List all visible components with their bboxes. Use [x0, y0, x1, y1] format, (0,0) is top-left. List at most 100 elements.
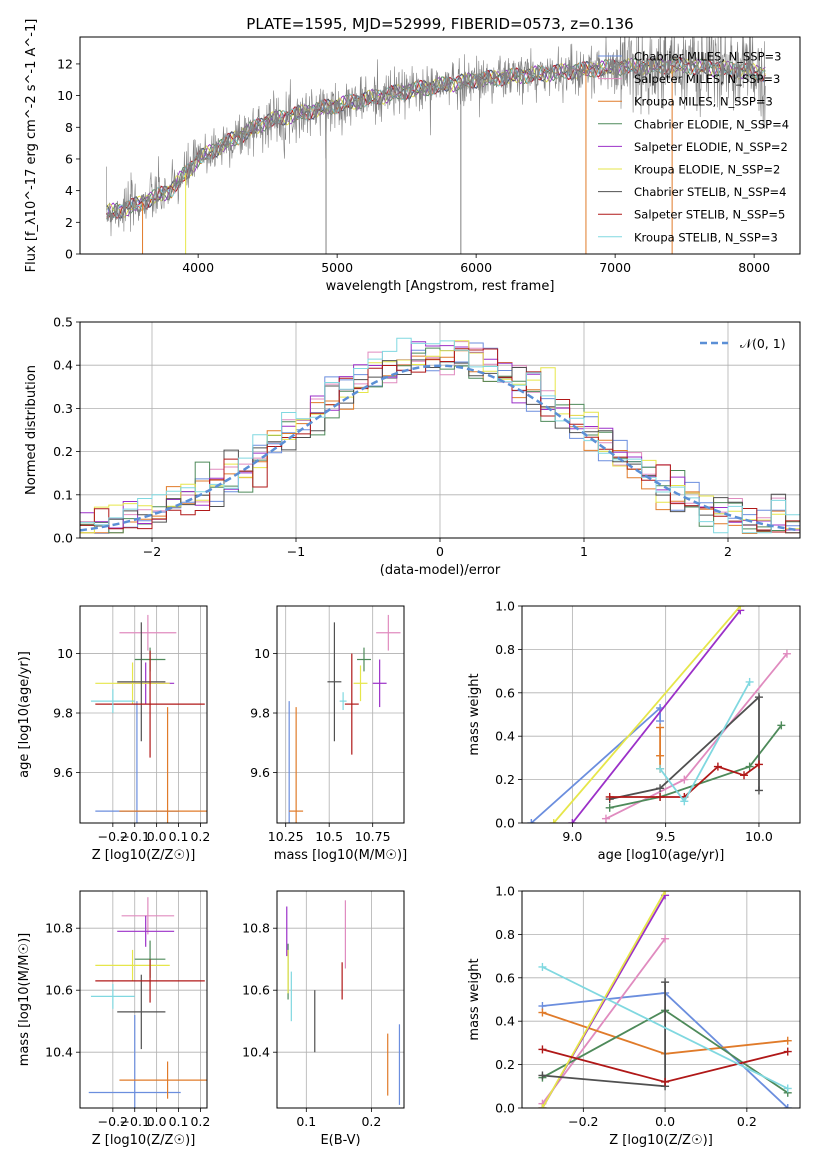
y-tick-label: 12: [57, 56, 73, 71]
x-tick-label: 9.5: [656, 829, 676, 844]
plot-area-age-Z: [90, 614, 207, 823]
y-tick-label: 9.6: [53, 765, 73, 780]
y-tick-label: 0.2: [495, 1057, 515, 1072]
y-tick-label: 0: [65, 247, 73, 262]
x-axis-label: age [log10(age/yr)]: [598, 848, 725, 863]
y-tick-label: 0.2: [53, 444, 73, 459]
y-tick-label: 1.0: [495, 884, 515, 899]
y-tick-label: 9.8: [53, 706, 73, 721]
x-tick-label: 0.1: [169, 829, 189, 844]
y-tick-label: 0.4: [495, 729, 515, 744]
plot-area-weight-age: [527, 606, 791, 823]
marker-plus: [783, 1036, 792, 1045]
y-tick-label: 0.8: [495, 927, 515, 942]
errorbar-point: [372, 659, 387, 708]
legend: Chabrier MILES, N_SSP=3 Salpeter MILES, N…: [598, 50, 789, 244]
histogram-step: [80, 341, 800, 531]
legend-label: Salpeter MILES, N_SSP=3: [634, 72, 780, 86]
figure-title: PLATE=1595, MJD=52999, FIBERID=0573, z=0…: [246, 15, 633, 33]
y-tick-label: 10.4: [242, 1045, 270, 1060]
x-tick-label: 0.2: [737, 1114, 757, 1129]
y-tick-label: 1.0: [495, 599, 515, 614]
marker-plus: [740, 771, 749, 780]
y-tick-label: 0.8: [495, 642, 515, 657]
errorbar-point: [119, 1061, 207, 1099]
y-tick-label: 10.6: [45, 983, 73, 998]
errorbar-point: [90, 689, 135, 714]
legend-label: 𝒩(0, 1): [740, 336, 786, 351]
marker-plus: [713, 762, 722, 771]
x-tick-label: 7000: [599, 260, 631, 275]
legend-label: Kroupa STELIB, N_SSP=3: [634, 230, 778, 244]
errorbar-point: [327, 622, 342, 742]
axes-frame: [521, 890, 801, 1109]
legend: 𝒩(0, 1): [700, 336, 786, 351]
y-tick-label: 10.8: [45, 921, 73, 936]
x-tick-label: 9.0: [562, 829, 582, 844]
mass-weight-line: [609, 724, 783, 809]
marker-plus: [783, 1084, 792, 1093]
y-tick-label: 2: [65, 215, 73, 230]
marker-plus: [656, 784, 665, 793]
y-tick-label: 0.5: [53, 315, 73, 330]
marker-plus: [538, 1045, 547, 1054]
errorbar-point: [289, 707, 304, 823]
y-axis-label: Flux [f_λ10^-17 erg cm^-2 s^-1 A^-1]: [24, 19, 39, 273]
errorbar-point: [117, 974, 166, 1050]
axes-frame: [276, 605, 405, 824]
histogram-step: [80, 340, 800, 534]
errorbar-point: [95, 959, 205, 1003]
x-axis-label: Z [log10(Z/Z☉)]: [609, 1133, 713, 1148]
y-tick-label: 0.6: [495, 685, 515, 700]
y-tick-label: 9.6: [250, 765, 270, 780]
errorbar-point: [95, 949, 170, 981]
panel-age-mass: 10.25 10.5 10.75 9.6 9.8 10 mass [log10(M/M☉)]: [250, 605, 407, 863]
plot-area-mass-Z: [88, 897, 207, 1108]
legend-label: Chabrier MILES, N_SSP=3: [634, 50, 781, 64]
plot-area-residuals: [80, 337, 800, 534]
x-tick-label: 10.75: [355, 829, 391, 844]
panel-mass-ebv: 0.1 0.2 10.4 10.6 10.8 E(B-V): [242, 890, 405, 1148]
panel-spectrum: 4000 5000 6000 7000 8000 0 2 4 6 8 10 12 wavelength …: [24, 19, 801, 294]
y-axis-label: age [log10(age/yr)]: [17, 651, 32, 778]
errorbar-point: [121, 897, 175, 935]
errorbar-point: [88, 1015, 181, 1108]
y-axis-label: Normed distribution: [24, 365, 39, 495]
x-axis-label: Z [log10(Z/Z☉)]: [92, 848, 196, 863]
marker-plus: [736, 606, 745, 610]
x-axis-label: Z [log10(Z/Z☉)]: [92, 1133, 196, 1148]
x-axis-label: E(B-V): [320, 1133, 360, 1148]
x-tick-label: −0.2: [98, 1114, 128, 1129]
y-tick-label: 0.3: [53, 401, 73, 416]
plot-area-spectrum: [105, 37, 766, 254]
x-tick-label: −2: [143, 544, 161, 559]
panel-age-Z: −0.2−0.10.0 0.1 0.2 9.6 9.8 10 Z [log10(Z/Z☉)]…: [17, 605, 210, 863]
errorbar-point: [376, 614, 401, 651]
mass-weight-line: [541, 938, 666, 1105]
legend-label: Kroupa MILES, N_SSP=3: [634, 95, 773, 109]
marker-plus: [661, 934, 670, 943]
histogram-step: [80, 348, 800, 533]
errorbar-point: [119, 614, 177, 651]
axes-frame: [79, 605, 208, 824]
y-tick-label: 0.0: [53, 531, 73, 546]
y-tick-label: 0.1: [53, 487, 73, 502]
mass-weight-line: [609, 763, 760, 798]
axes-frame: [79, 321, 801, 539]
marker-plus: [754, 760, 763, 769]
marker-plus: [605, 792, 614, 801]
errorbar-point: [95, 662, 170, 705]
legend-label: Kroupa ELODIE, N_SSP=2: [634, 163, 780, 177]
marker-plus: [538, 1071, 547, 1080]
mass-weight-line: [553, 606, 741, 823]
marker-plus: [656, 751, 665, 760]
marker-plus: [783, 1047, 792, 1056]
x-tick-label: −1: [287, 544, 305, 559]
marker-plus: [777, 721, 786, 730]
errorbar-point: [90, 984, 135, 1009]
y-tick-label: 10.8: [242, 921, 270, 936]
marker-plus: [538, 1008, 547, 1017]
observed-spectrum-line: [106, 37, 766, 237]
x-axis-label: mass [log10(M/M☉)]: [274, 848, 407, 863]
